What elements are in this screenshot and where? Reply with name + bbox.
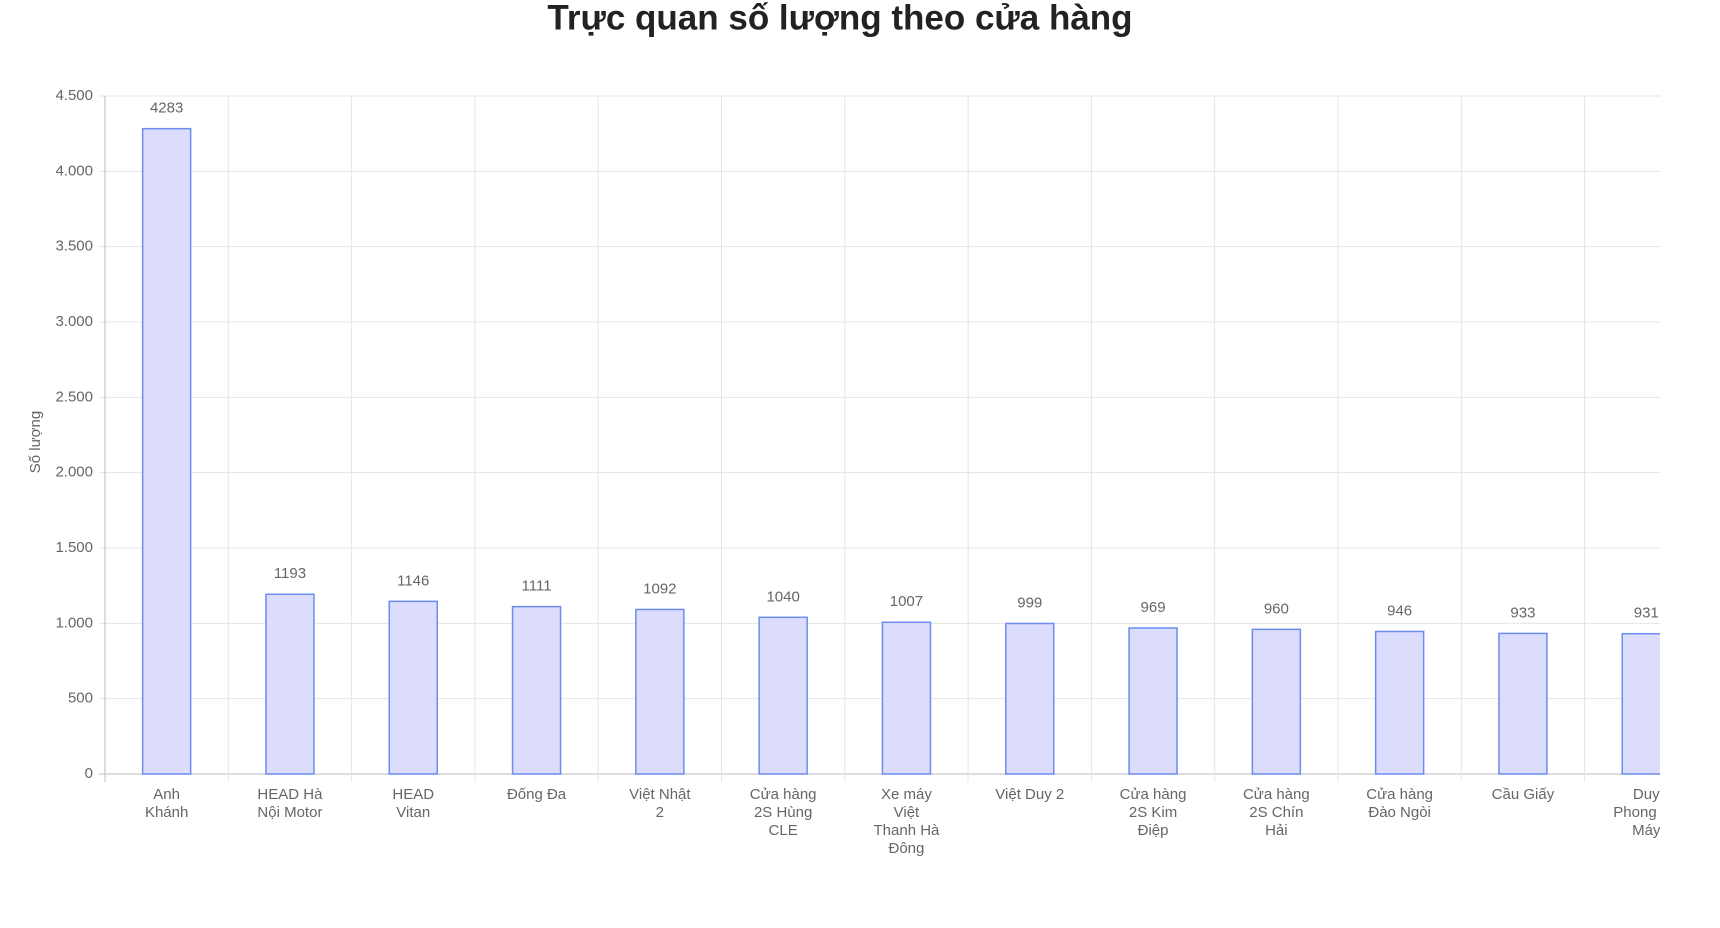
value-label: 960 <box>1264 600 1289 617</box>
x-tick-label: HEAD Vitan <box>392 786 435 821</box>
value-label: 931 <box>1634 605 1659 622</box>
x-tick-label: Cửa hàng 2S Hùng CLE <box>749 786 817 839</box>
bar <box>1374 630 1425 775</box>
value-label: 946 <box>1387 602 1412 619</box>
y-tick-label: 500 <box>68 690 93 707</box>
y-tick-label: 3.000 <box>55 313 93 330</box>
bar <box>881 621 932 775</box>
value-label: 999 <box>1017 594 1042 611</box>
bar <box>1621 632 1660 775</box>
bar <box>635 608 685 775</box>
y-tick-label: 1.000 <box>55 614 93 631</box>
x-tick-label: Cầu Giấy <box>1491 786 1555 803</box>
value-label: 4283 <box>150 100 183 117</box>
y-axis-label: Số lượng <box>27 411 44 473</box>
chart-title: Trực quan số lượng theo cửa hàng <box>547 0 1132 37</box>
x-tick-label: Duy Phong Xe Máy <box>1613 786 1660 839</box>
bar <box>265 593 315 775</box>
bar <box>388 600 438 775</box>
bar <box>1005 622 1055 775</box>
value-label: 1040 <box>766 588 799 605</box>
value-label: 933 <box>1510 604 1535 621</box>
bar <box>1128 627 1178 775</box>
bar <box>141 127 192 775</box>
y-tick-label: 2.000 <box>55 464 93 481</box>
value-label: 1111 <box>522 578 552 595</box>
x-tick-label: Cửa hàng 2S Chín Hải <box>1242 786 1310 839</box>
x-tick-label: Việt Nhật 2 <box>629 786 691 821</box>
value-label: 1146 <box>397 572 429 589</box>
y-tick-label: 3.500 <box>55 238 93 255</box>
y-tick-label: 4.000 <box>55 162 93 179</box>
value-label: 1092 <box>643 580 676 597</box>
value-label: 969 <box>1141 599 1166 616</box>
bar <box>1251 628 1302 775</box>
x-tick-label: Cửa hàng Đào Ngòi <box>1366 786 1434 821</box>
x-tick-label: Cửa hàng 2S Kim Điệp <box>1119 786 1187 839</box>
value-label: 1007 <box>890 593 923 610</box>
value-label: 1193 <box>274 565 306 582</box>
x-tick-label: Đống Đa <box>506 786 567 803</box>
y-tick-label: 1.500 <box>55 539 93 556</box>
x-tick-label: Việt Duy 2 <box>995 786 1065 803</box>
y-tick-label: 2.500 <box>55 388 93 405</box>
x-tick-label: Xe máy Việt Thanh Hà Đông <box>873 786 940 857</box>
y-tick-label: 4.500 <box>55 87 93 104</box>
bar <box>1498 632 1548 775</box>
y-tick-label: 0 <box>85 765 93 782</box>
bar <box>758 616 808 775</box>
x-tick-label: Anh Khánh <box>144 786 189 821</box>
plot-area: 4283 1193 1146 1111 1092 1040 1007 999 969 960 946… <box>99 95 1660 782</box>
x-labels: Anh Khánh HEAD Hà Nội Motor HEAD Vitan Đống… <box>144 786 1660 857</box>
x-tick-label: HEAD Hà Nội Motor <box>257 786 323 821</box>
bar <box>511 605 562 775</box>
